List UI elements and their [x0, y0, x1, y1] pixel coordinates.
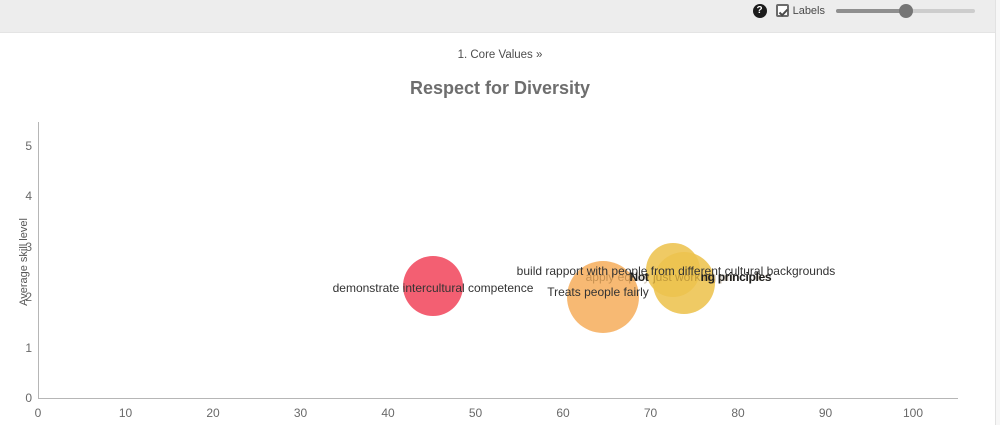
y-axis-tick-label: 4 — [25, 189, 32, 203]
x-axis-tick-label: 70 — [643, 406, 658, 420]
bubble-label-1: demonstrate intercultural competence — [332, 281, 534, 295]
y-axis-tick-label: 0 — [25, 391, 32, 405]
y-axis-tick-label: 1 — [25, 340, 32, 355]
toolbar-controls: ? Labels — [752, 3, 975, 18]
slider-fill — [836, 8, 906, 13]
x-axis-tick-label: 80 — [731, 406, 745, 420]
labels-checkbox[interactable] — [775, 4, 789, 17]
page-title: Respect for Diversity — [409, 78, 591, 98]
bubble-label-2: Treats people fairly — [547, 285, 649, 299]
slider-thumb[interactable] — [898, 3, 913, 18]
x-axis-tick-label: 100 — [902, 406, 924, 420]
labels-checkbox-label: Labels — [792, 4, 825, 17]
y-axis-tick-label: 5 — [25, 138, 32, 153]
bubble-label-3: apply equity just working principles — [585, 270, 771, 284]
bubble-size-slider[interactable] — [836, 3, 975, 18]
scrollbar[interactable] — [995, 0, 1000, 425]
x-axis-tick-label: 50 — [468, 406, 483, 420]
help-icon[interactable]: ? — [752, 3, 767, 18]
x-axis-tick-label: 20 — [206, 406, 220, 420]
chart-bubble-2[interactable] — [567, 261, 640, 333]
x-axis-tick-label: 30 — [293, 406, 308, 420]
chart-bubble-1[interactable] — [402, 255, 463, 316]
x-axis-tick-label: 0 — [34, 406, 42, 420]
x-axis-line — [38, 398, 958, 399]
overlapping-label-fragment-1: Not — [629, 270, 649, 284]
x-axis-tick-label: 90 — [818, 406, 833, 420]
x-axis-tick-label: 10 — [118, 406, 133, 420]
x-axis-tick-label: 40 — [381, 406, 395, 420]
chart-bubble-4[interactable] — [646, 243, 701, 298]
toolbar: ? Labels — [0, 0, 1000, 33]
bubble-label-4: build rapport with people from different… — [516, 264, 836, 278]
x-axis-tick-label: 60 — [556, 406, 570, 420]
y-axis-tick-label: 3 — [25, 239, 32, 254]
y-axis-line — [38, 122, 39, 399]
checkmark-icon — [778, 8, 789, 17]
breadcrumb[interactable]: 1. Core Values » — [457, 49, 543, 61]
overlapping-label-fragment-2: ng principles — [700, 270, 772, 284]
y-axis-tick-label: 2 — [25, 290, 32, 304]
